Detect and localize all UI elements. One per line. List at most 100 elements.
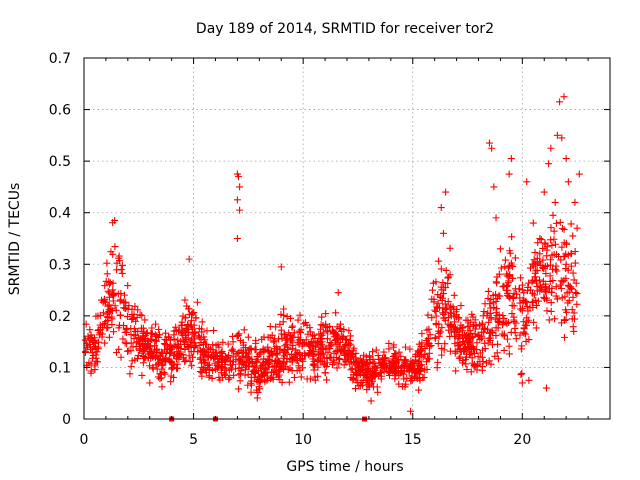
data-point [244, 370, 252, 378]
data-point [509, 263, 517, 271]
data-point [239, 341, 247, 349]
data-point [235, 348, 243, 356]
data-point [131, 356, 139, 364]
data-point [298, 356, 306, 364]
data-point [86, 340, 94, 348]
data-point [218, 363, 226, 371]
data-point [434, 299, 442, 307]
data-point [90, 337, 98, 345]
data-point [195, 341, 203, 349]
data-point [572, 288, 580, 296]
data-point [464, 322, 472, 330]
data-point [358, 381, 366, 389]
data-point [235, 356, 243, 364]
data-point [258, 335, 266, 343]
data-point [567, 220, 575, 228]
data-point [499, 283, 507, 291]
data-point [203, 327, 211, 335]
data-point [111, 302, 119, 310]
data-point [395, 371, 403, 379]
data-point [198, 318, 206, 326]
data-point [402, 380, 410, 388]
data-point [244, 333, 252, 341]
data-point [543, 307, 551, 315]
data-point [229, 338, 237, 346]
data-point [458, 359, 466, 367]
data-point [86, 326, 94, 334]
data-point [233, 196, 241, 204]
data-point [329, 361, 337, 369]
data-point [432, 312, 440, 320]
data-point [395, 380, 403, 388]
x-tick-label: 15 [404, 432, 422, 448]
data-point [441, 340, 449, 348]
data-point [397, 352, 405, 360]
data-point [484, 294, 492, 302]
data-point [253, 375, 261, 383]
data-point [303, 321, 311, 329]
data-point [113, 266, 121, 274]
data-point [449, 323, 457, 331]
data-point [365, 383, 373, 391]
data-point [247, 388, 255, 396]
data-point [190, 343, 198, 351]
data-point [463, 365, 471, 373]
data-point [517, 345, 525, 353]
data-point [333, 364, 341, 372]
data-point [565, 282, 573, 290]
data-point [258, 372, 266, 380]
data-point [159, 362, 167, 370]
data-point [229, 358, 237, 366]
data-point [446, 321, 454, 329]
data-point [386, 369, 394, 377]
data-point [311, 376, 319, 384]
data-point [471, 325, 479, 333]
data-point [440, 314, 448, 322]
data-point [153, 332, 161, 340]
data-point [261, 378, 269, 386]
data-point [458, 327, 466, 335]
data-point [277, 263, 285, 271]
data-point [141, 344, 149, 352]
data-point [186, 357, 194, 365]
data-point [532, 301, 540, 309]
data-point [548, 288, 556, 296]
data-point [130, 310, 138, 318]
data-point [444, 298, 452, 306]
data-point [489, 291, 497, 299]
data-point [540, 188, 548, 196]
data-point [123, 324, 131, 332]
data-point [450, 291, 458, 299]
data-point [562, 316, 570, 324]
data-point [252, 364, 260, 372]
data-point [468, 310, 476, 318]
data-point [104, 313, 112, 321]
data-point [367, 371, 375, 379]
data-point [197, 354, 205, 362]
data-point [157, 374, 165, 382]
data-point [133, 313, 141, 321]
data-point [568, 315, 576, 323]
data-point [117, 353, 125, 361]
data-point [270, 338, 278, 346]
data-point [221, 370, 229, 378]
data-point [547, 236, 555, 244]
data-point [213, 364, 221, 372]
data-point [181, 296, 189, 304]
data-point [189, 353, 197, 361]
data-point [103, 324, 111, 332]
data-point [146, 379, 154, 387]
data-point [172, 326, 180, 334]
data-point [136, 342, 144, 350]
data-point [224, 340, 232, 348]
data-point [260, 348, 268, 356]
data-point [465, 338, 473, 346]
data-point [510, 313, 518, 321]
data-point [261, 346, 269, 354]
data-point [504, 279, 512, 287]
data-point [235, 173, 243, 181]
data-point [178, 318, 186, 326]
data-point [569, 232, 577, 240]
data-point [185, 352, 193, 360]
data-point [119, 335, 127, 343]
